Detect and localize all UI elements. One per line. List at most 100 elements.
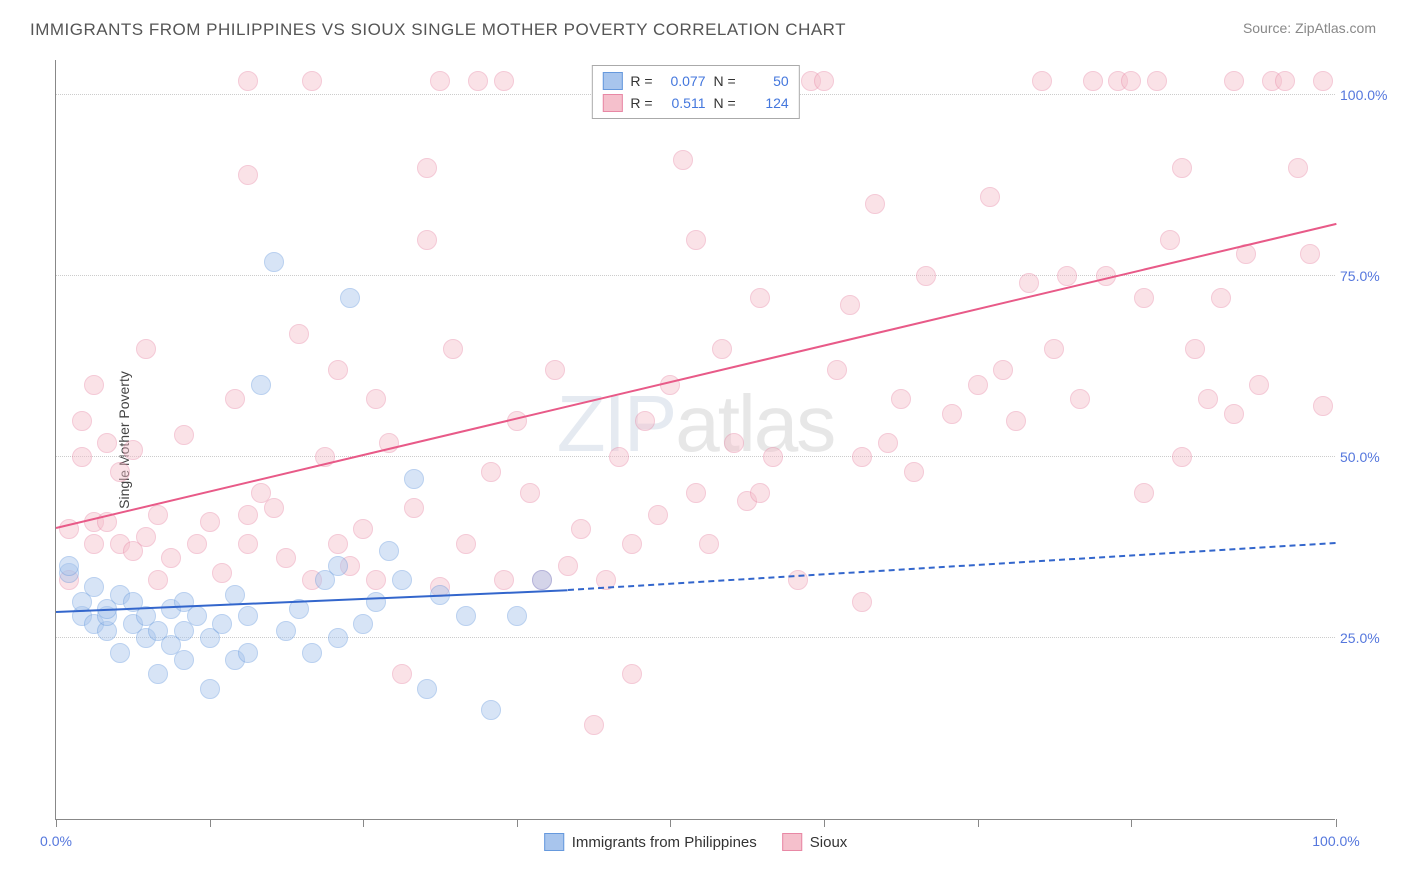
x-tick	[363, 819, 364, 827]
x-tick	[670, 819, 671, 827]
scatter-point	[456, 606, 476, 626]
scatter-point	[686, 483, 706, 503]
grid-line	[56, 637, 1335, 638]
scatter-point	[174, 650, 194, 670]
scatter-point	[1044, 339, 1064, 359]
scatter-point	[392, 664, 412, 684]
x-tick	[1131, 819, 1132, 827]
r-value-philippines: 0.077	[661, 73, 706, 89]
scatter-point	[686, 230, 706, 250]
scatter-point	[584, 715, 604, 735]
scatter-point	[750, 483, 770, 503]
scatter-point	[545, 360, 565, 380]
r-label: R =	[630, 73, 652, 89]
scatter-point	[878, 433, 898, 453]
scatter-point	[238, 505, 258, 525]
y-tick-label: 100.0%	[1340, 87, 1395, 103]
scatter-point	[379, 541, 399, 561]
scatter-point	[97, 433, 117, 453]
scatter-point	[136, 339, 156, 359]
scatter-point	[328, 556, 348, 576]
scatter-point	[443, 339, 463, 359]
scatter-point	[404, 469, 424, 489]
scatter-point	[430, 71, 450, 91]
scatter-point	[328, 360, 348, 380]
scatter-point	[1057, 266, 1077, 286]
scatter-point	[264, 498, 284, 518]
scatter-point	[289, 324, 309, 344]
scatter-point	[328, 534, 348, 554]
legend-label-sioux: Sioux	[810, 834, 848, 851]
scatter-point	[507, 606, 527, 626]
scatter-point	[891, 389, 911, 409]
scatter-point	[788, 570, 808, 590]
x-tick	[210, 819, 211, 827]
scatter-point	[1275, 71, 1295, 91]
scatter-point	[366, 570, 386, 590]
scatter-point	[161, 548, 181, 568]
legend-row-philippines: R = 0.077 N = 50	[602, 70, 788, 92]
scatter-point	[968, 375, 988, 395]
scatter-point	[1313, 71, 1333, 91]
scatter-point	[276, 548, 296, 568]
scatter-point	[366, 592, 386, 612]
n-label: N =	[714, 73, 736, 89]
scatter-point	[417, 230, 437, 250]
scatter-point	[238, 165, 258, 185]
scatter-point	[609, 447, 629, 467]
legend-swatch-sioux	[782, 833, 802, 851]
x-tick	[824, 819, 825, 827]
scatter-point	[251, 375, 271, 395]
scatter-point	[110, 643, 130, 663]
legend-swatch-philippines	[602, 72, 622, 90]
scatter-point	[59, 556, 79, 576]
scatter-point	[1019, 273, 1039, 293]
x-tick-label: 100.0%	[1312, 833, 1359, 849]
scatter-point	[302, 71, 322, 91]
scatter-point	[353, 614, 373, 634]
scatter-point	[750, 288, 770, 308]
scatter-point	[1147, 71, 1167, 91]
scatter-point	[1032, 71, 1052, 91]
r-value-sioux: 0.511	[661, 95, 706, 111]
scatter-point	[622, 534, 642, 554]
scatter-point	[1006, 411, 1026, 431]
scatter-point	[1134, 483, 1154, 503]
scatter-point	[1211, 288, 1231, 308]
scatter-point	[494, 71, 514, 91]
scatter-point	[1121, 71, 1141, 91]
scatter-point	[1224, 71, 1244, 91]
legend-label-philippines: Immigrants from Philippines	[572, 834, 757, 851]
scatter-point	[187, 534, 207, 554]
n-value-philippines: 50	[744, 73, 789, 89]
scatter-point	[814, 71, 834, 91]
scatter-point	[724, 433, 744, 453]
y-tick-label: 75.0%	[1340, 268, 1395, 284]
scatter-point	[852, 592, 872, 612]
scatter-point	[1134, 288, 1154, 308]
scatter-point	[712, 339, 732, 359]
scatter-point	[635, 411, 655, 431]
scatter-point	[865, 194, 885, 214]
x-tick	[1336, 819, 1337, 827]
scatter-point	[417, 158, 437, 178]
scatter-point	[84, 375, 104, 395]
scatter-point	[558, 556, 578, 576]
scatter-point	[1288, 158, 1308, 178]
watermark-part2: atlas	[675, 379, 834, 468]
source-attribution: Source: ZipAtlas.com	[1243, 20, 1376, 36]
correlation-legend: R = 0.077 N = 50 R = 0.511 N = 124	[591, 65, 799, 119]
scatter-point	[673, 150, 693, 170]
scatter-point	[827, 360, 847, 380]
scatter-point	[481, 462, 501, 482]
plot-area: ZIPatlas R = 0.077 N = 50 R = 0.511 N = …	[55, 60, 1335, 820]
scatter-point	[366, 389, 386, 409]
scatter-point	[238, 643, 258, 663]
scatter-point	[264, 252, 284, 272]
scatter-point	[148, 570, 168, 590]
scatter-point	[212, 614, 232, 634]
chart-title: IMMIGRANTS FROM PHILIPPINES VS SIOUX SIN…	[30, 20, 846, 40]
scatter-point	[238, 606, 258, 626]
scatter-point	[353, 519, 373, 539]
legend-item-sioux: Sioux	[782, 833, 848, 851]
